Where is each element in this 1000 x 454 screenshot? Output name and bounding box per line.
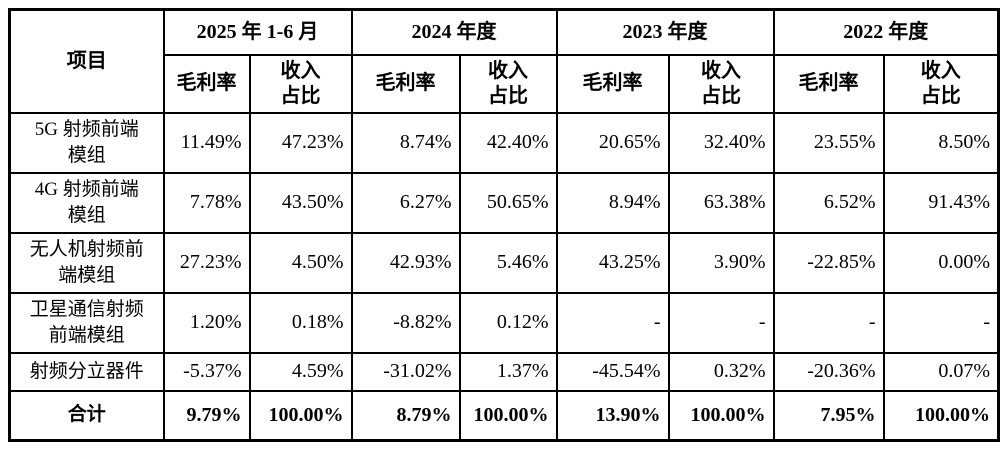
data-cell: 43.25% <box>555 231 670 294</box>
period-header-2023: 2023 年度 <box>555 8 775 56</box>
data-cell: -31.02% <box>350 351 461 392</box>
subheader-gross-margin-2023: 毛利率 <box>555 53 670 114</box>
data-cell: -45.54% <box>555 351 670 392</box>
corner-header-item: 项目 <box>8 8 165 114</box>
data-cell: 8.94% <box>555 171 670 234</box>
data-cell: 50.65% <box>458 171 558 234</box>
data-cell: 8.74% <box>350 111 461 174</box>
data-cell: - <box>555 291 670 354</box>
data-cell: 3.90% <box>667 231 775 294</box>
period-header-row: 项目 2025 年 1-6 月 2024 年度 2023 年度 2022 年度 <box>8 8 1000 114</box>
table-row-satcom-rf-module: 卫星通信射频 前端模组 1.20% 0.18% -8.82% 0.12% - -… <box>8 291 1000 354</box>
data-cell: 8.79% <box>350 389 461 442</box>
row-label: 卫星通信射频 前端模组 <box>8 291 165 354</box>
data-cell: 9.79% <box>162 389 251 442</box>
data-cell: 42.93% <box>350 231 461 294</box>
data-cell: 7.78% <box>162 171 251 234</box>
subheader-revenue-share-2023: 收入 占比 <box>667 53 775 114</box>
period-header-2024: 2024 年度 <box>350 8 558 56</box>
table-row-drone-rf-module: 无人机射频前 端模组 27.23% 4.50% 42.93% 5.46% 43.… <box>8 231 1000 294</box>
data-cell: 27.23% <box>162 231 251 294</box>
period-header-2022: 2022 年度 <box>772 8 1000 56</box>
data-cell: 4.50% <box>248 231 353 294</box>
data-cell: 100.00% <box>248 389 353 442</box>
row-label: 4G 射频前端 模组 <box>8 171 165 234</box>
row-label-total: 合计 <box>8 389 165 442</box>
data-cell: 47.23% <box>248 111 353 174</box>
margin-revenue-table: 项目 2025 年 1-6 月 2024 年度 2023 年度 2022 年度 … <box>8 8 1000 442</box>
period-header-2025h1: 2025 年 1-6 月 <box>162 8 353 56</box>
data-cell: 0.07% <box>882 351 1000 392</box>
data-cell: 13.90% <box>555 389 670 442</box>
table-row-rf-discrete-devices: 射频分立器件 -5.37% 4.59% -31.02% 1.37% -45.54… <box>8 351 1000 392</box>
table-row-5g-rf-module: 5G 射频前端 模组 11.49% 47.23% 8.74% 42.40% 20… <box>8 111 1000 174</box>
data-cell: 100.00% <box>458 389 558 442</box>
data-cell: 23.55% <box>772 111 885 174</box>
subheader-gross-margin-2024: 毛利率 <box>350 53 461 114</box>
data-cell: -20.36% <box>772 351 885 392</box>
table-row-4g-rf-module: 4G 射频前端 模组 7.78% 43.50% 6.27% 50.65% 8.9… <box>8 171 1000 234</box>
data-cell: 0.32% <box>667 351 775 392</box>
table-row-total: 合计 9.79% 100.00% 8.79% 100.00% 13.90% 10… <box>8 389 1000 442</box>
row-label: 射频分立器件 <box>8 351 165 392</box>
row-label: 无人机射频前 端模组 <box>8 231 165 294</box>
data-cell: - <box>772 291 885 354</box>
subheader-row: 毛利率 收入 占比 毛利率 收入 占比 毛利率 收入 占比 毛利率 收入 占比 <box>10 53 1000 114</box>
data-cell: - <box>882 291 1000 354</box>
data-cell: 1.37% <box>458 351 558 392</box>
data-cell: 0.00% <box>882 231 1000 294</box>
data-cell: 100.00% <box>882 389 1000 442</box>
data-cell: 0.18% <box>248 291 353 354</box>
data-cell: - <box>667 291 775 354</box>
data-cell: -5.37% <box>162 351 251 392</box>
data-cell: 4.59% <box>248 351 353 392</box>
data-cell: 6.52% <box>772 171 885 234</box>
data-cell: 43.50% <box>248 171 353 234</box>
data-cell: 63.38% <box>667 171 775 234</box>
data-cell: 6.27% <box>350 171 461 234</box>
data-cell: 32.40% <box>667 111 775 174</box>
data-cell: 42.40% <box>458 111 558 174</box>
row-label: 5G 射频前端 模组 <box>8 111 165 174</box>
subheader-revenue-share-2025h1: 收入 占比 <box>248 53 353 114</box>
data-cell: 0.12% <box>458 291 558 354</box>
subheader-gross-margin-2022: 毛利率 <box>772 53 885 114</box>
data-cell: 91.43% <box>882 171 1000 234</box>
subheader-revenue-share-2022: 收入 占比 <box>882 53 1000 114</box>
data-cell: 20.65% <box>555 111 670 174</box>
data-cell: 5.46% <box>458 231 558 294</box>
data-cell: 7.95% <box>772 389 885 442</box>
data-cell: -8.82% <box>350 291 461 354</box>
data-cell: 100.00% <box>667 389 775 442</box>
data-cell: 11.49% <box>162 111 251 174</box>
subheader-gross-margin-2025h1: 毛利率 <box>162 53 251 114</box>
data-cell: 8.50% <box>882 111 1000 174</box>
data-cell: 1.20% <box>162 291 251 354</box>
subheader-revenue-share-2024: 收入 占比 <box>458 53 558 114</box>
data-cell: -22.85% <box>772 231 885 294</box>
